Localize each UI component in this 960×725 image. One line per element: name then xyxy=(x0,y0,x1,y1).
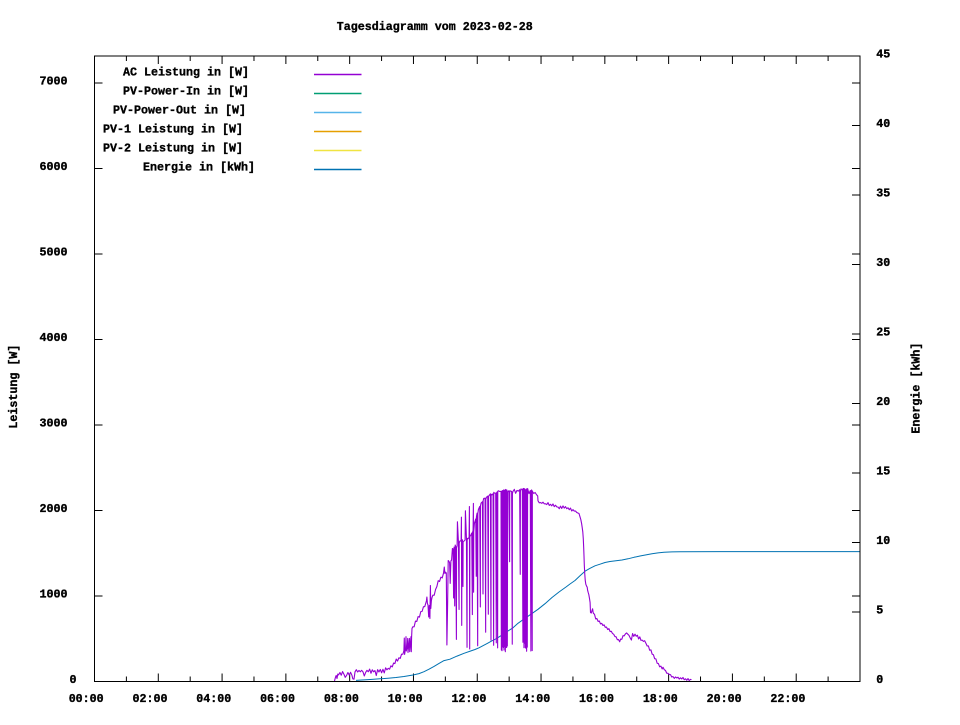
svg-text:14:00: 14:00 xyxy=(515,692,550,706)
svg-text:2000: 2000 xyxy=(40,502,68,516)
svg-text:35: 35 xyxy=(876,187,890,201)
svg-text:10:00: 10:00 xyxy=(388,692,423,706)
svg-text:1000: 1000 xyxy=(40,588,68,602)
svg-text:20:00: 20:00 xyxy=(707,692,742,706)
svg-text:PV-Power-In in [W]: PV-Power-In in [W] xyxy=(123,84,249,98)
svg-text:5000: 5000 xyxy=(40,246,68,260)
svg-text:4000: 4000 xyxy=(40,331,68,345)
svg-text:7000: 7000 xyxy=(40,75,68,89)
svg-text:Tagesdiagramm vom 2023-02-28: Tagesdiagramm vom 2023-02-28 xyxy=(337,20,533,34)
svg-text:18:00: 18:00 xyxy=(643,692,678,706)
svg-text:PV-1 Leistung in [W]: PV-1 Leistung in [W] xyxy=(103,122,243,136)
svg-text:5: 5 xyxy=(876,604,883,618)
svg-text:45: 45 xyxy=(876,48,890,62)
svg-text:02:00: 02:00 xyxy=(132,692,167,706)
svg-text:Energie [kWh]: Energie [kWh] xyxy=(910,343,924,434)
svg-text:40: 40 xyxy=(876,117,890,131)
svg-text:25: 25 xyxy=(876,326,890,340)
svg-text:AC Leistung in [W]: AC Leistung in [W] xyxy=(123,65,249,79)
svg-text:22:00: 22:00 xyxy=(770,692,805,706)
svg-text:0: 0 xyxy=(70,673,77,687)
svg-text:15: 15 xyxy=(876,465,890,479)
svg-text:08:00: 08:00 xyxy=(324,692,359,706)
svg-text:PV-Power-Out in [W]: PV-Power-Out in [W] xyxy=(113,103,246,117)
svg-text:0: 0 xyxy=(876,673,883,687)
svg-text:20: 20 xyxy=(876,395,890,409)
svg-text:PV-2 Leistung in [W]: PV-2 Leistung in [W] xyxy=(103,141,243,155)
svg-text:30: 30 xyxy=(876,256,890,270)
svg-text:Leistung [W]: Leistung [W] xyxy=(7,345,21,429)
svg-text:10: 10 xyxy=(876,534,890,548)
svg-text:6000: 6000 xyxy=(40,160,68,174)
svg-text:3000: 3000 xyxy=(40,417,68,431)
svg-text:16:00: 16:00 xyxy=(579,692,614,706)
svg-text:04:00: 04:00 xyxy=(196,692,231,706)
svg-text:Energie in [kWh]: Energie in [kWh] xyxy=(143,160,255,174)
svg-text:00:00: 00:00 xyxy=(69,692,104,706)
svg-text:12:00: 12:00 xyxy=(451,692,486,706)
svg-text:06:00: 06:00 xyxy=(260,692,295,706)
